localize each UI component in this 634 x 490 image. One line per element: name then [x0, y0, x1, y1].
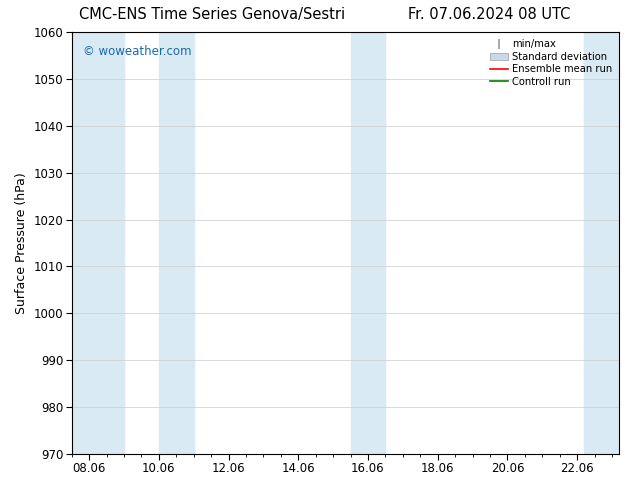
Legend: min/max, Standard deviation, Ensemble mean run, Controll run: min/max, Standard deviation, Ensemble me… — [486, 35, 616, 91]
Bar — [158, 32, 193, 454]
Bar — [72, 32, 124, 454]
Title: CMC-ENS Time Series Genova/Sestri      Fr. 07.06.2024 08 UTC: CMC-ENS Time Series Genova/Sestri Fr. 07… — [0, 489, 1, 490]
Bar — [351, 32, 385, 454]
Text: © woweather.com: © woweather.com — [82, 45, 191, 58]
Text: CMC-ENS Time Series Genova/Sestri: CMC-ENS Time Series Genova/Sestri — [79, 7, 346, 23]
Y-axis label: Surface Pressure (hPa): Surface Pressure (hPa) — [15, 172, 28, 314]
Text: Fr. 07.06.2024 08 UTC: Fr. 07.06.2024 08 UTC — [408, 7, 571, 23]
Bar — [584, 32, 619, 454]
